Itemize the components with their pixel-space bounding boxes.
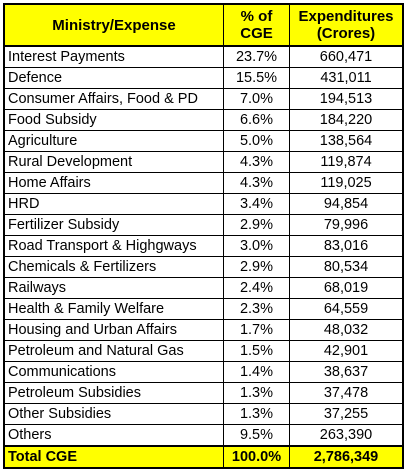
table-row: Other Subsidies 1.3% 37,255 <box>4 403 403 425</box>
table-row: Agriculture 5.0% 138,564 <box>4 130 403 152</box>
row-ministry-name: Consumer Affairs, Food & PD <box>4 88 224 110</box>
row-ministry-name: Petroleum and Natural Gas <box>4 340 224 362</box>
row-expenditure: 119,025 <box>289 172 403 194</box>
row-ministry-name: Others <box>4 424 224 447</box>
total-expenditure: 2,786,349 <box>289 445 403 468</box>
row-expenditure: 48,032 <box>289 319 403 341</box>
row-expenditure: 194,513 <box>289 88 403 110</box>
row-ministry-name: Road Transport & Highgways <box>4 235 224 257</box>
row-expenditure: 37,255 <box>289 403 403 425</box>
row-ministry-name: Home Affairs <box>4 172 224 194</box>
row-percent-cge: 2.3% <box>223 298 290 320</box>
table-row: Communications 1.4% 38,637 <box>4 361 403 383</box>
row-expenditure: 83,016 <box>289 235 403 257</box>
table-row: Food Subsidy 6.6% 184,220 <box>4 109 403 131</box>
row-percent-cge: 3.0% <box>223 235 290 257</box>
total-row: Total CGE 100.0% 2,786,349 <box>4 445 403 468</box>
row-expenditure: 42,901 <box>289 340 403 362</box>
expenditure-table-container: Ministry/Expense % of CGE Expenditures (… <box>3 3 404 469</box>
row-expenditure: 68,019 <box>289 277 403 299</box>
table-row: Health & Family Welfare 2.3% 64,559 <box>4 298 403 320</box>
row-percent-cge: 5.0% <box>223 130 290 152</box>
row-expenditure: 80,534 <box>289 256 403 278</box>
row-ministry-name: Chemicals & Fertilizers <box>4 256 224 278</box>
row-expenditure: 184,220 <box>289 109 403 131</box>
header-row: Ministry/Expense % of CGE Expenditures (… <box>4 4 403 47</box>
table-row: Railways 2.4% 68,019 <box>4 277 403 299</box>
total-label: Total CGE <box>4 445 224 468</box>
row-ministry-name: Interest Payments <box>4 45 224 68</box>
table-row: Road Transport & Highgways 3.0% 83,016 <box>4 235 403 257</box>
table-row: Defence 15.5% 431,011 <box>4 67 403 89</box>
row-percent-cge: 6.6% <box>223 109 290 131</box>
row-percent-cge: 1.7% <box>223 319 290 341</box>
row-expenditure: 37,478 <box>289 382 403 404</box>
header-percent-line2: CGE <box>240 25 273 42</box>
header-ministry: Ministry/Expense <box>4 4 224 47</box>
table-row: Rural Development 4.3% 119,874 <box>4 151 403 173</box>
row-percent-cge: 1.4% <box>223 361 290 383</box>
row-expenditure: 64,559 <box>289 298 403 320</box>
row-expenditure: 79,996 <box>289 214 403 236</box>
row-ministry-name: HRD <box>4 193 224 215</box>
table-body: Interest Payments 23.7% 660,471 Defence 15.5… <box>4 45 403 447</box>
row-percent-cge: 4.3% <box>223 151 290 173</box>
header-percent-line1: % of <box>240 8 273 25</box>
row-percent-cge: 15.5% <box>223 67 290 89</box>
table-row: Others 9.5% 263,390 <box>4 424 403 447</box>
row-percent-cge: 2.9% <box>223 256 290 278</box>
row-expenditure: 119,874 <box>289 151 403 173</box>
row-expenditure: 38,637 <box>289 361 403 383</box>
row-percent-cge: 7.0% <box>223 88 290 110</box>
row-expenditure: 138,564 <box>289 130 403 152</box>
table-row: HRD 3.4% 94,854 <box>4 193 403 215</box>
row-expenditure: 660,471 <box>289 45 403 68</box>
row-ministry-name: Fertilizer Subsidy <box>4 214 224 236</box>
row-percent-cge: 3.4% <box>223 193 290 215</box>
row-ministry-name: Defence <box>4 67 224 89</box>
row-expenditure: 431,011 <box>289 67 403 89</box>
table-footer: Total CGE 100.0% 2,786,349 <box>4 445 403 468</box>
header-expenditures: Expenditures (Crores) <box>289 4 403 47</box>
table-row: Petroleum Subsidies 1.3% 37,478 <box>4 382 403 404</box>
row-ministry-name: Food Subsidy <box>4 109 224 131</box>
row-ministry-name: Agriculture <box>4 130 224 152</box>
row-ministry-name: Petroleum Subsidies <box>4 382 224 404</box>
row-ministry-name: Railways <box>4 277 224 299</box>
row-ministry-name: Communications <box>4 361 224 383</box>
row-percent-cge: 1.3% <box>223 382 290 404</box>
expenditure-table: Ministry/Expense % of CGE Expenditures (… <box>3 3 404 469</box>
table-row: Home Affairs 4.3% 119,025 <box>4 172 403 194</box>
row-percent-cge: 4.3% <box>223 172 290 194</box>
table-row: Petroleum and Natural Gas 1.5% 42,901 <box>4 340 403 362</box>
total-percent: 100.0% <box>223 445 290 468</box>
row-percent-cge: 2.4% <box>223 277 290 299</box>
row-percent-cge: 23.7% <box>223 45 290 68</box>
row-expenditure: 263,390 <box>289 424 403 447</box>
row-percent-cge: 9.5% <box>223 424 290 447</box>
table-row: Interest Payments 23.7% 660,471 <box>4 45 403 68</box>
row-percent-cge: 1.5% <box>223 340 290 362</box>
table-row: Chemicals & Fertilizers 2.9% 80,534 <box>4 256 403 278</box>
row-expenditure: 94,854 <box>289 193 403 215</box>
row-ministry-name: Health & Family Welfare <box>4 298 224 320</box>
header-expenditures-line1: Expenditures <box>298 8 394 25</box>
header-ministry-label: Ministry/Expense <box>52 16 176 34</box>
table-row: Housing and Urban Affairs 1.7% 48,032 <box>4 319 403 341</box>
header-percent-cge: % of CGE <box>223 4 290 47</box>
row-percent-cge: 2.9% <box>223 214 290 236</box>
table-row: Consumer Affairs, Food & PD 7.0% 194,513 <box>4 88 403 110</box>
row-ministry-name: Other Subsidies <box>4 403 224 425</box>
table-row: Fertilizer Subsidy 2.9% 79,996 <box>4 214 403 236</box>
row-ministry-name: Housing and Urban Affairs <box>4 319 224 341</box>
row-percent-cge: 1.3% <box>223 403 290 425</box>
table-header: Ministry/Expense % of CGE Expenditures (… <box>4 4 403 47</box>
header-expenditures-line2: (Crores) <box>316 25 376 42</box>
row-ministry-name: Rural Development <box>4 151 224 173</box>
